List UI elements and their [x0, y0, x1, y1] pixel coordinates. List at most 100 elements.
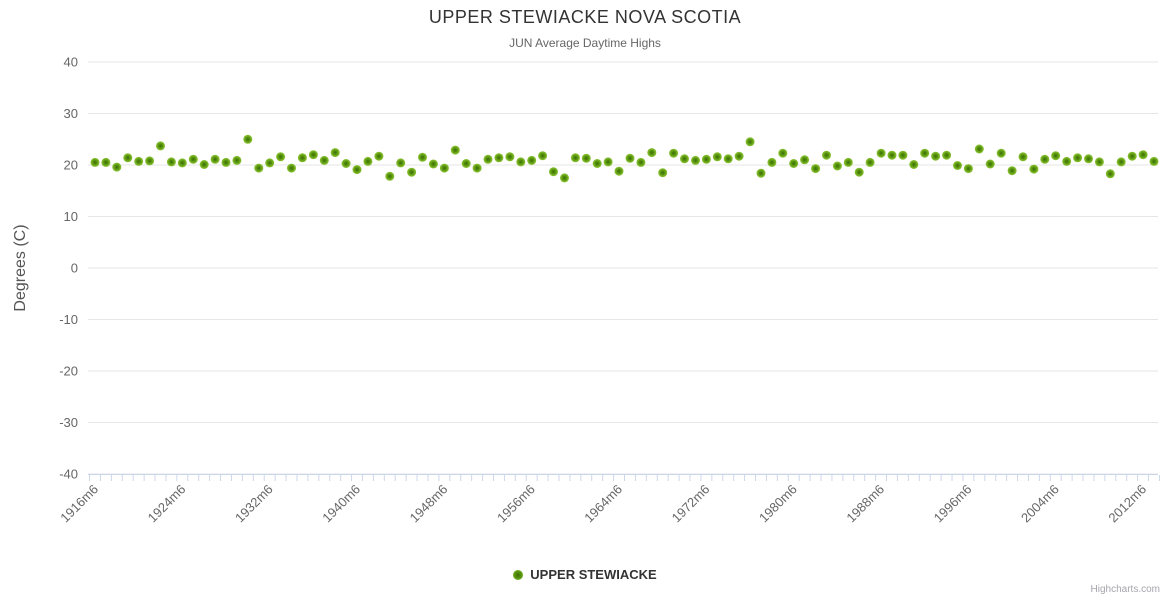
data-point[interactable] — [297, 153, 307, 163]
data-point[interactable] — [843, 157, 853, 167]
highcharts-credit-link[interactable]: Highcharts.com — [1090, 584, 1160, 595]
data-point[interactable] — [123, 153, 133, 163]
data-point[interactable] — [188, 154, 198, 164]
data-point[interactable] — [276, 152, 286, 162]
data-point[interactable] — [385, 171, 395, 181]
data-point[interactable] — [1127, 151, 1137, 161]
data-point[interactable] — [363, 156, 373, 166]
data-point[interactable] — [1040, 154, 1050, 164]
data-point[interactable] — [734, 151, 744, 161]
data-point[interactable] — [166, 157, 176, 167]
data-point[interactable] — [636, 157, 646, 167]
data-point[interactable] — [243, 134, 253, 144]
data-point[interactable] — [854, 167, 864, 177]
data-point[interactable] — [876, 148, 886, 158]
data-point[interactable] — [308, 150, 318, 160]
data-point[interactable] — [1073, 153, 1083, 163]
data-point[interactable] — [691, 155, 700, 165]
data-point[interactable] — [319, 155, 329, 165]
data-point[interactable] — [1094, 157, 1104, 167]
data-point[interactable] — [1116, 157, 1126, 167]
data-point[interactable] — [800, 155, 810, 165]
data-point[interactable] — [221, 157, 231, 167]
data-point[interactable] — [330, 148, 340, 158]
data-point[interactable] — [352, 165, 362, 175]
data-point[interactable] — [985, 159, 995, 169]
data-point[interactable] — [1029, 164, 1039, 174]
data-point[interactable] — [898, 150, 908, 160]
data-point[interactable] — [374, 151, 384, 161]
data-point[interactable] — [483, 154, 493, 164]
data-point[interactable] — [450, 145, 460, 155]
data-point[interactable] — [101, 157, 111, 167]
data-point[interactable] — [461, 159, 471, 168]
data-point[interactable] — [963, 164, 973, 174]
data-point[interactable] — [832, 161, 842, 171]
data-point[interactable] — [210, 154, 220, 164]
data-point[interactable] — [177, 158, 187, 168]
data-point[interactable] — [920, 148, 930, 158]
data-point[interactable] — [418, 152, 427, 162]
data-point[interactable] — [145, 156, 155, 166]
data-point[interactable] — [1105, 169, 1115, 179]
data-point[interactable] — [265, 158, 275, 168]
data-point[interactable] — [570, 153, 580, 163]
data-point[interactable] — [1007, 166, 1017, 176]
data-point[interactable] — [1018, 152, 1028, 162]
data-point[interactable] — [723, 154, 733, 164]
data-point[interactable] — [1084, 154, 1093, 164]
data-point[interactable] — [811, 164, 821, 174]
data-point[interactable] — [592, 159, 602, 168]
data-point[interactable] — [647, 148, 657, 158]
data-point[interactable] — [680, 154, 689, 164]
data-point[interactable] — [527, 155, 537, 165]
data-point[interactable] — [669, 148, 679, 158]
data-point[interactable] — [1149, 156, 1159, 166]
data-point[interactable] — [658, 168, 668, 178]
data-point[interactable] — [439, 163, 449, 173]
data-point[interactable] — [865, 157, 875, 167]
data-point[interactable] — [789, 159, 799, 168]
data-point[interactable] — [156, 141, 165, 151]
data-point[interactable] — [396, 158, 406, 168]
data-point[interactable] — [1062, 156, 1072, 166]
data-point[interactable] — [887, 150, 897, 160]
data-point[interactable] — [341, 159, 351, 168]
data-point[interactable] — [996, 148, 1006, 158]
data-point[interactable] — [581, 153, 591, 163]
data-point[interactable] — [287, 163, 296, 173]
data-point[interactable] — [942, 150, 952, 160]
data-point[interactable] — [407, 167, 417, 177]
data-point[interactable] — [549, 167, 558, 177]
data-point[interactable] — [90, 157, 100, 167]
data-point[interactable] — [516, 157, 526, 167]
data-point[interactable] — [603, 157, 613, 167]
data-point[interactable] — [254, 163, 264, 173]
data-point[interactable] — [778, 148, 788, 158]
data-point[interactable] — [428, 159, 438, 169]
data-point[interactable] — [974, 144, 984, 154]
data-point[interactable] — [1138, 150, 1148, 160]
data-point[interactable] — [931, 151, 941, 161]
data-point[interactable] — [560, 173, 569, 183]
data-point[interactable] — [767, 157, 777, 167]
data-point[interactable] — [505, 152, 515, 162]
data-point[interactable] — [199, 160, 209, 169]
data-point[interactable] — [232, 155, 242, 165]
data-point[interactable] — [712, 152, 722, 162]
data-point[interactable] — [494, 153, 504, 163]
data-point[interactable] — [756, 168, 766, 178]
data-point[interactable] — [614, 166, 624, 176]
data-point[interactable] — [112, 162, 122, 172]
data-point[interactable] — [625, 153, 635, 163]
data-point[interactable] — [822, 150, 831, 160]
data-point[interactable] — [1051, 151, 1061, 161]
data-point[interactable] — [538, 151, 548, 161]
data-point[interactable] — [134, 156, 144, 166]
data-point[interactable] — [953, 161, 962, 170]
data-point[interactable] — [745, 137, 755, 147]
data-point[interactable] — [472, 163, 482, 173]
legend-item[interactable]: UPPER STEWIACKE — [0, 567, 1170, 582]
data-point[interactable] — [701, 154, 711, 164]
data-point[interactable] — [909, 160, 919, 169]
